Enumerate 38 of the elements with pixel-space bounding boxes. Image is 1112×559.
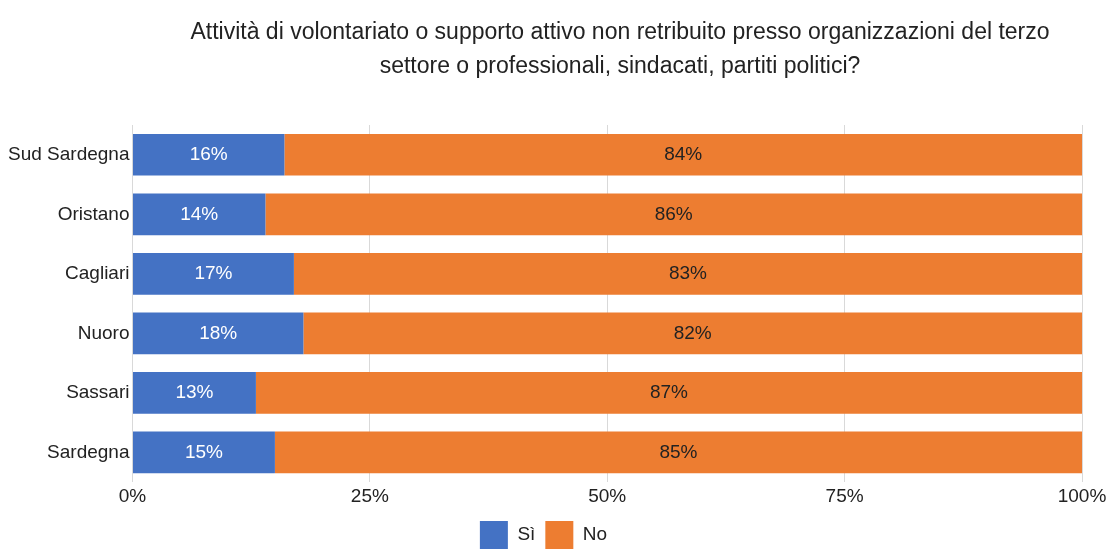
data-label: 85%: [659, 440, 698, 462]
y-tick-label: Cagliari: [65, 262, 130, 284]
data-label: 14%: [180, 202, 219, 224]
x-tick-label: 75%: [825, 484, 864, 506]
chart-title: Attività di volontariato o supporto attivo non retribuito presso organizzazioni del terzo settore o professionali, sindacati, partiti politici?: [189, 17, 1051, 80]
bar: [265, 193, 1082, 236]
bar: [132, 372, 256, 414]
bar: [255, 372, 1082, 414]
bar: [303, 312, 1082, 355]
bar: [274, 431, 1082, 474]
x-tick-label: 0%: [118, 484, 147, 506]
data-label: 87%: [649, 381, 689, 403]
y-tick-label: Sassari: [66, 381, 130, 403]
legend-label: No: [582, 523, 608, 545]
bar: [132, 253, 294, 295]
x-tick-label: 50%: [588, 484, 627, 506]
bar: [132, 431, 275, 474]
y-tick-label: Sardegna: [47, 440, 130, 462]
data-label: 84%: [664, 143, 703, 164]
data-label: 83%: [668, 262, 708, 284]
data-label: 17%: [194, 262, 233, 284]
bar: [132, 312, 304, 355]
bar: [284, 133, 1082, 176]
data-label: 18%: [199, 321, 238, 343]
x-tick-label: 100%: [1057, 484, 1107, 506]
data-label: 16%: [189, 143, 228, 164]
data-label: 15%: [184, 440, 224, 462]
legend-label: Sì: [517, 523, 536, 545]
data-label: 82%: [673, 321, 712, 343]
y-tick-label: Sud Sardegna: [7, 143, 130, 164]
data-label: 13%: [175, 381, 214, 403]
data-label: 86%: [654, 202, 693, 224]
bar: [132, 133, 285, 176]
bar: [132, 193, 266, 236]
y-tick-label: Nuoro: [77, 321, 130, 343]
bar: [293, 253, 1082, 295]
y-tick-label: Oristano: [57, 202, 130, 224]
x-tick-label: 25%: [350, 484, 389, 506]
